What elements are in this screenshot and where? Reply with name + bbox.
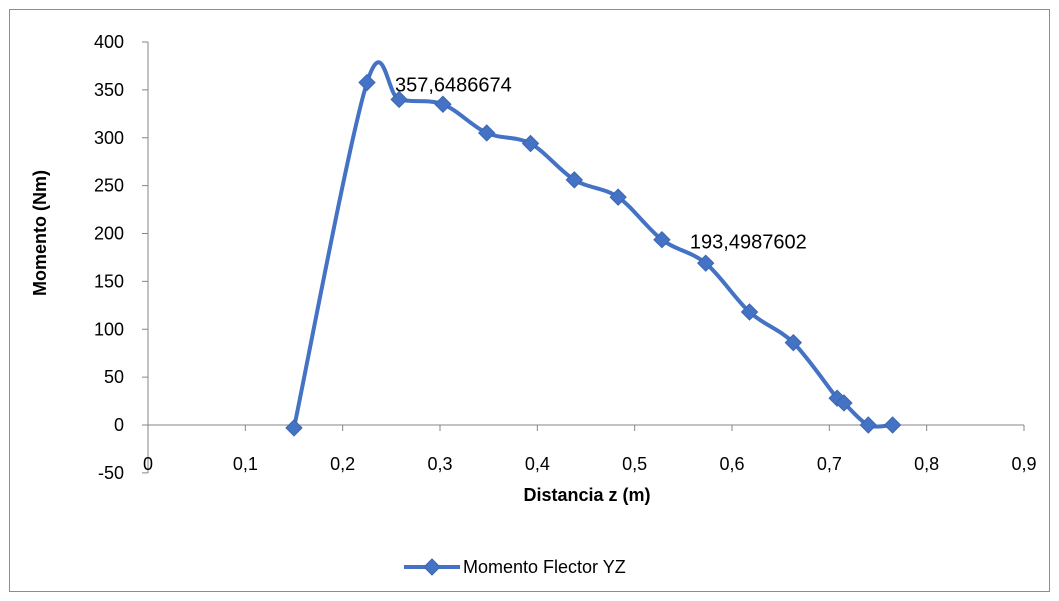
data-point-marker [653,231,671,249]
y-tick-label: 0 [114,415,124,435]
legend-marker [423,558,441,576]
x-tick-label: 0,8 [914,454,939,474]
y-tick-label: 250 [94,176,124,196]
data-point-marker [740,303,759,321]
data-label: 357,6486674 [395,75,512,97]
x-tick-label: 0,9 [1011,454,1036,474]
data-point-marker [784,333,803,352]
x-tick-label: 0,6 [719,454,744,474]
x-tick-label: 0,1 [233,454,258,474]
x-tick-label: 0,7 [817,454,842,474]
legend-label: Momento Flector YZ [463,557,626,577]
y-tick-label: 350 [94,80,124,100]
chart-frame [9,9,1050,592]
x-tick-label: 0 [143,454,153,474]
data-point-marker [358,73,376,92]
data-labels: 357,6486674 193,4987602 [395,75,807,254]
y-tick-label: -50 [98,463,124,483]
axes: 400 350 300 250 200 150 100 50 0 -50 0 0,1 0,2 0,3 0,4… [94,32,1037,483]
x-axis-title: Distancia z (m) [523,485,650,505]
y-tick-label: 200 [94,224,124,244]
data-point-marker [390,90,408,109]
x-tick-label: 0,4 [525,454,550,474]
x-tick-label: 0,5 [622,454,647,474]
data-point-marker [609,188,627,206]
data-point-marker [565,171,584,189]
y-tick-label: 400 [94,32,124,52]
data-label: 193,4987602 [690,232,807,254]
x-tick-label: 0,2 [330,454,355,474]
data-point-marker [859,416,877,434]
y-tick-label: 100 [94,319,124,339]
y-tick-label: 300 [94,128,124,148]
y-axis-title: Momento (Nm) [30,170,50,296]
data-point-marker [521,134,540,153]
legend: Momento Flector YZ [404,557,626,577]
data-point-marker [285,419,303,437]
data-point-marker [697,254,715,272]
data-point-marker [434,95,452,113]
data-point-marker [478,124,496,142]
data-point-marker [835,394,853,412]
series-layer [285,60,902,437]
x-tick-label: 0,3 [427,454,452,474]
data-point-marker [883,416,902,434]
y-tick-label: 50 [104,367,124,387]
y-tick-label: 150 [94,271,124,291]
